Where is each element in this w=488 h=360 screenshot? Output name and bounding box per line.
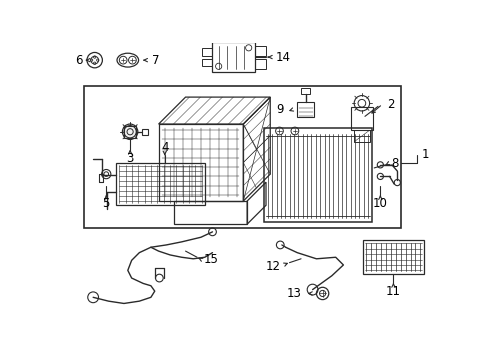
Text: 8: 8 <box>390 157 398 170</box>
Text: 6: 6 <box>75 54 82 67</box>
Text: 12: 12 <box>264 260 280 273</box>
Text: 2: 2 <box>386 98 394 111</box>
Text: 14: 14 <box>275 50 290 64</box>
Bar <box>116 163 204 205</box>
Bar <box>202 59 212 66</box>
Bar <box>142 129 147 135</box>
Bar <box>264 128 371 222</box>
Bar <box>123 126 136 138</box>
Text: 5: 5 <box>102 197 110 210</box>
Bar <box>202 48 212 55</box>
Bar <box>254 46 265 55</box>
Bar <box>212 42 254 72</box>
Bar <box>362 239 424 274</box>
Bar <box>301 88 310 94</box>
Text: 15: 15 <box>203 253 219 266</box>
Bar <box>254 59 265 69</box>
Bar <box>297 102 313 117</box>
Text: 1: 1 <box>421 148 428 161</box>
Text: 3: 3 <box>126 152 134 165</box>
Text: 13: 13 <box>285 287 301 300</box>
Bar <box>174 201 246 224</box>
Text: 4: 4 <box>161 141 168 154</box>
Text: 10: 10 <box>372 197 387 210</box>
Bar <box>84 86 400 228</box>
Text: 7: 7 <box>151 54 159 67</box>
Bar <box>350 107 372 130</box>
Bar <box>353 130 369 142</box>
Text: 9: 9 <box>275 103 283 116</box>
Bar <box>158 124 243 201</box>
Text: 11: 11 <box>385 285 400 298</box>
